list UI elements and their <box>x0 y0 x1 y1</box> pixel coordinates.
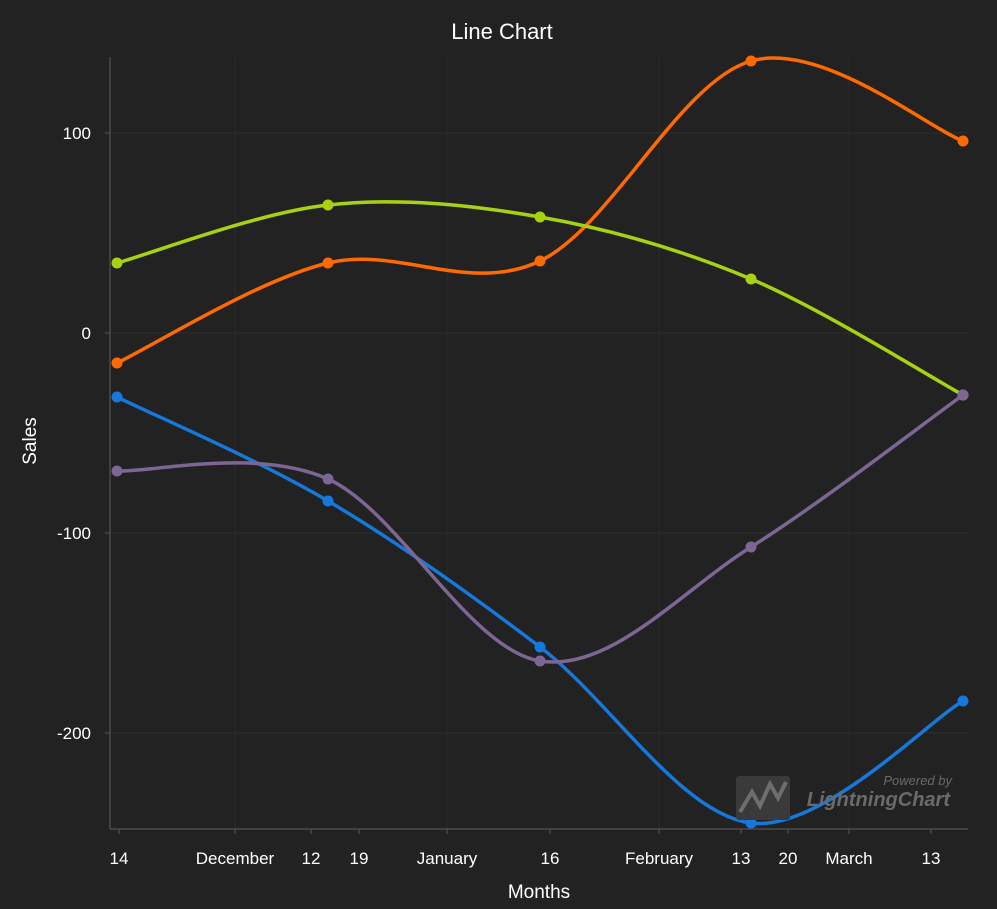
data-point[interactable] <box>534 655 546 667</box>
x-tick-label: December <box>196 849 275 868</box>
data-point[interactable] <box>957 389 969 401</box>
series-2 <box>111 199 969 401</box>
watermark: Powered by LightningChart <box>736 773 953 820</box>
x-tick-label: February <box>625 849 694 868</box>
data-point[interactable] <box>745 273 757 285</box>
y-tick-label: -100 <box>57 524 91 543</box>
y-tick-labels: 100 0 -100 -200 <box>57 124 110 743</box>
x-tick-label: 14 <box>110 849 129 868</box>
grid-lines <box>110 57 968 829</box>
data-point[interactable] <box>322 473 334 485</box>
data-point[interactable] <box>745 817 757 829</box>
y-tick-label: 100 <box>63 124 91 143</box>
data-point[interactable] <box>745 55 757 67</box>
data-point[interactable] <box>534 641 546 653</box>
data-point[interactable] <box>745 541 757 553</box>
y-axis-title: Sales <box>20 417 41 465</box>
lightning-bolt-icon <box>738 779 788 814</box>
series-3 <box>111 391 969 829</box>
data-point[interactable] <box>957 135 969 147</box>
data-point[interactable] <box>534 211 546 223</box>
x-tick-label: 16 <box>541 849 560 868</box>
y-tick-label: -200 <box>57 724 91 743</box>
x-tick-labels: 14 December 12 19 January 16 February 13 20 March… <box>110 829 941 868</box>
data-point[interactable] <box>322 495 334 507</box>
data-point[interactable] <box>111 357 123 369</box>
x-tick-label: March <box>825 849 872 868</box>
x-tick-label: January <box>417 849 478 868</box>
data-point[interactable] <box>534 255 546 267</box>
x-tick-label: 20 <box>779 849 798 868</box>
series-1 <box>111 55 969 369</box>
series-layer <box>111 55 969 829</box>
x-axis-title: Months <box>508 882 570 903</box>
chart-title: Line Chart <box>451 19 553 44</box>
data-point[interactable] <box>957 695 969 707</box>
x-tick-label: 13 <box>922 849 941 868</box>
data-point[interactable] <box>111 391 123 403</box>
x-tick-label: 13 <box>732 849 751 868</box>
data-point[interactable] <box>322 199 334 211</box>
x-tick-label: 19 <box>350 849 369 868</box>
watermark-line-1: Powered by <box>883 773 953 788</box>
data-point[interactable] <box>111 465 123 477</box>
y-tick-label: 0 <box>82 324 91 343</box>
data-point[interactable] <box>322 257 334 269</box>
data-point[interactable] <box>111 257 123 269</box>
series-4 <box>111 389 969 667</box>
x-tick-label: 12 <box>302 849 321 868</box>
watermark-line-2: LightningChart <box>807 789 952 811</box>
